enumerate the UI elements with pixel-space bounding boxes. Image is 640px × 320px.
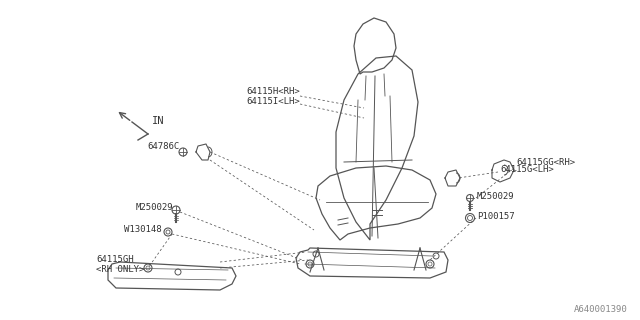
Text: W130148: W130148 [124,225,162,234]
Text: 64115GH: 64115GH [96,255,134,264]
Text: IN: IN [152,116,164,126]
Text: A640001390: A640001390 [574,305,628,314]
Text: 64115H<RH>: 64115H<RH> [246,87,300,96]
Text: 64115G<LH>: 64115G<LH> [500,165,554,174]
Text: M250029: M250029 [477,192,515,201]
Text: <RH ONLY>: <RH ONLY> [96,265,145,274]
Text: P100157: P100157 [477,212,515,221]
Text: 64786C: 64786C [147,142,179,151]
Text: 64115GG<RH>: 64115GG<RH> [516,158,575,167]
Text: 64115I<LH>: 64115I<LH> [246,97,300,106]
Text: M250029: M250029 [136,203,173,212]
